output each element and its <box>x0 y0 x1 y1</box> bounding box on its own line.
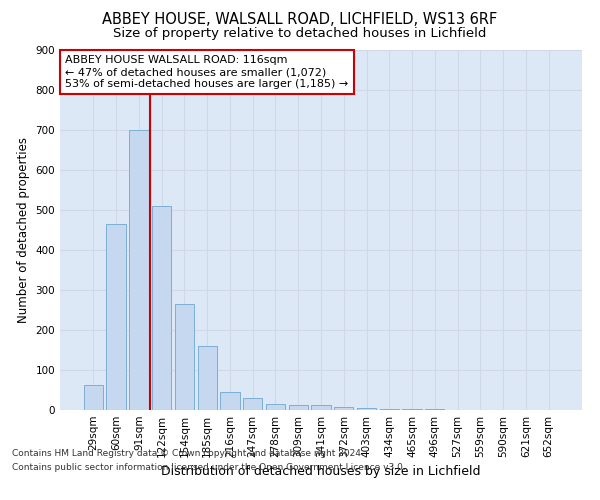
Text: Contains HM Land Registry data © Crown copyright and database right 2024.: Contains HM Land Registry data © Crown c… <box>12 448 364 458</box>
Text: Contains public sector information licensed under the Open Government Licence v3: Contains public sector information licen… <box>12 464 406 472</box>
Bar <box>289 405 308 410</box>
Bar <box>175 304 194 410</box>
Bar <box>311 405 331 410</box>
Bar <box>380 409 399 410</box>
Bar <box>197 346 217 410</box>
Bar <box>220 392 239 410</box>
Bar <box>403 409 422 410</box>
Bar <box>243 398 262 410</box>
Text: ABBEY HOUSE WALSALL ROAD: 116sqm
← 47% of detached houses are smaller (1,072)
53: ABBEY HOUSE WALSALL ROAD: 116sqm ← 47% o… <box>65 56 349 88</box>
Bar <box>129 130 149 410</box>
X-axis label: Distribution of detached houses by size in Lichfield: Distribution of detached houses by size … <box>161 466 481 478</box>
Bar <box>266 404 285 410</box>
Bar <box>357 408 376 410</box>
Bar <box>425 409 445 410</box>
Bar <box>84 385 103 410</box>
Bar <box>152 206 172 410</box>
Text: ABBEY HOUSE, WALSALL ROAD, LICHFIELD, WS13 6RF: ABBEY HOUSE, WALSALL ROAD, LICHFIELD, WS… <box>103 12 497 28</box>
Bar <box>334 407 353 410</box>
Text: Size of property relative to detached houses in Lichfield: Size of property relative to detached ho… <box>113 28 487 40</box>
Bar <box>106 224 126 410</box>
Y-axis label: Number of detached properties: Number of detached properties <box>17 137 30 323</box>
